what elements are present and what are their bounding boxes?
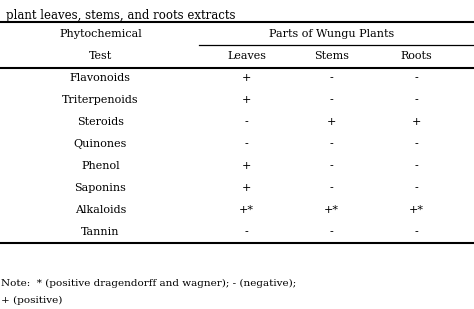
Text: Test: Test: [89, 51, 112, 61]
Text: Note:  * (positive dragendorff and wagner); - (negative);: Note: * (positive dragendorff and wagner…: [1, 279, 297, 288]
Text: -: -: [414, 139, 418, 149]
Text: Stems: Stems: [314, 51, 349, 61]
Text: -: -: [414, 73, 418, 83]
Text: Saponins: Saponins: [74, 183, 126, 193]
Text: -: -: [245, 117, 248, 127]
Text: -: -: [329, 183, 333, 193]
Text: +: +: [242, 73, 251, 83]
Text: +: +: [411, 117, 421, 127]
Text: Roots: Roots: [400, 51, 432, 61]
Text: -: -: [329, 227, 333, 237]
Text: -: -: [329, 95, 333, 105]
Text: Alkaloids: Alkaloids: [75, 205, 126, 215]
Text: -: -: [329, 139, 333, 149]
Text: +*: +*: [324, 205, 339, 215]
Text: Triterpenoids: Triterpenoids: [62, 95, 139, 105]
Text: +: +: [327, 117, 336, 127]
Text: -: -: [245, 139, 248, 149]
Text: -: -: [329, 161, 333, 171]
Text: -: -: [329, 73, 333, 83]
Text: Parts of Wungu Plants: Parts of Wungu Plants: [269, 28, 394, 39]
Text: Tannin: Tannin: [81, 227, 119, 237]
Text: +*: +*: [409, 205, 424, 215]
Text: Flavonoids: Flavonoids: [70, 73, 131, 83]
Text: Steroids: Steroids: [77, 117, 124, 127]
Text: Phytochemical: Phytochemical: [59, 28, 142, 39]
Text: -: -: [245, 227, 248, 237]
Text: -: -: [414, 95, 418, 105]
Text: +*: +*: [239, 205, 254, 215]
Text: +: +: [242, 183, 251, 193]
Text: Quinones: Quinones: [73, 139, 127, 149]
Text: -: -: [414, 227, 418, 237]
Text: Leaves: Leaves: [227, 51, 266, 61]
Text: + (positive): + (positive): [1, 295, 63, 305]
Text: -: -: [414, 183, 418, 193]
Text: +: +: [242, 95, 251, 105]
Text: plant leaves, stems, and roots extracts: plant leaves, stems, and roots extracts: [6, 9, 236, 22]
Text: +: +: [242, 161, 251, 171]
Text: Phenol: Phenol: [81, 161, 119, 171]
Text: -: -: [414, 161, 418, 171]
